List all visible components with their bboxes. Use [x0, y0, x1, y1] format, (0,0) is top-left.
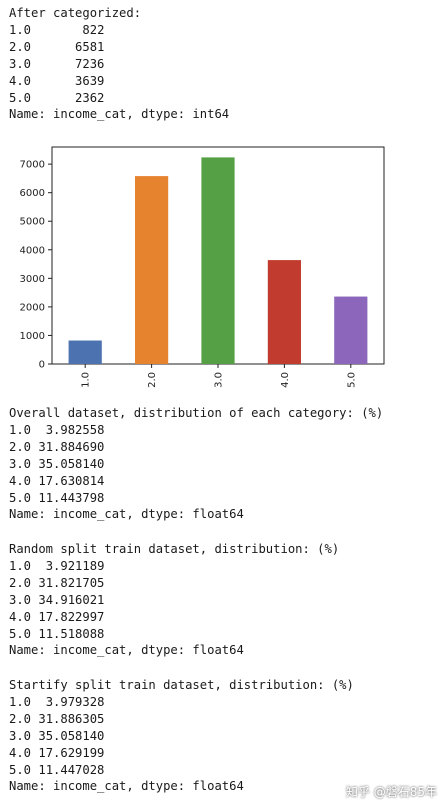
bar-1.0 [68, 340, 102, 364]
y-tick-label: 0 [39, 360, 45, 371]
y-tick-label: 5000 [20, 217, 45, 228]
income-category-bar-chart: 0 1000 2000 3000 4000 5000 6000 7000 1.0 2.0 3.0 4.… [20, 146, 385, 388]
series-row: 2.0 31.886305 [9, 711, 354, 728]
overall-distribution-output: Overall dataset, distribution of each ca… [9, 405, 383, 523]
row-category: 4.0 [9, 473, 32, 488]
row-value: 3.921189 [45, 558, 105, 573]
row-category: 1.0 [9, 694, 32, 709]
row-category: 5.0 [9, 762, 32, 777]
row-value: 3.982558 [45, 422, 105, 437]
row-value: 34.916021 [38, 592, 105, 607]
y-tick-label: 4000 [20, 245, 45, 256]
row-value: 11.443798 [38, 490, 105, 505]
row-category: 3.0 [9, 56, 32, 71]
output-header: Startify split train dataset, distributi… [9, 678, 354, 692]
output-header: After categorized: [9, 6, 142, 20]
x-tick-label: 1.0 [81, 372, 92, 388]
row-value: 17.630814 [38, 473, 105, 488]
row-category: 2.0 [9, 439, 32, 454]
watermark: 知乎 @磐石85年 [345, 785, 437, 799]
series-row: 4.0 17.630814 [9, 473, 383, 490]
x-tick-label: 5.0 [346, 372, 357, 388]
row-category: 1.0 [9, 558, 32, 573]
output-footer: Name: income_cat, dtype: float64 [9, 643, 244, 658]
bar-2.0 [135, 176, 169, 364]
output-footer: Name: income_cat, dtype: int64 [9, 107, 230, 122]
row-value: 17.822997 [38, 609, 105, 624]
output-header: Random split train dataset, distribution… [9, 542, 340, 556]
row-category: 5.0 [9, 90, 32, 105]
series-row: 5.0 2362 [9, 90, 229, 107]
bar-4.0 [267, 260, 301, 364]
row-category: 1.0 [9, 22, 32, 37]
series-row: 2.0 31.821705 [9, 575, 339, 592]
row-category: 5.0 [9, 626, 32, 641]
y-tick-label: 6000 [20, 188, 45, 199]
row-category: 2.0 [9, 39, 32, 54]
bar-5.0 [334, 296, 368, 364]
row-category: 5.0 [9, 490, 32, 505]
series-row: 5.0 11.443798 [9, 490, 383, 507]
row-value: 3639 [75, 73, 105, 88]
row-value: 6581 [75, 39, 105, 54]
series-row: 5.0 11.447028 [9, 762, 354, 779]
x-tick-label: 2.0 [147, 372, 158, 388]
series-row: 1.0 3.921189 [9, 558, 339, 575]
x-tick-label: 4.0 [280, 372, 291, 388]
series-row: 4.0 3639 [9, 73, 229, 90]
row-category: 2.0 [9, 575, 32, 590]
series-row: 5.0 11.518088 [9, 626, 339, 643]
row-value: 11.518088 [38, 626, 105, 641]
series-row: 3.0 34.916021 [9, 592, 339, 609]
row-category: 4.0 [9, 609, 32, 624]
row-category: 1.0 [9, 422, 32, 437]
y-tick-label: 1000 [20, 331, 45, 342]
y-tick-label: 3000 [20, 274, 45, 285]
bar-3.0 [201, 157, 235, 364]
row-category: 3.0 [9, 456, 32, 471]
output-header: Overall dataset, distribution of each ca… [9, 406, 384, 420]
row-category: 3.0 [9, 728, 32, 743]
series-row: 3.0 7236 [9, 56, 229, 73]
series-row: 2.0 31.884690 [9, 439, 383, 456]
series-row: 1.0 3.982558 [9, 422, 383, 439]
series-row: 2.0 6581 [9, 39, 229, 56]
row-category: 2.0 [9, 711, 32, 726]
row-value: 7236 [75, 56, 105, 71]
series-row: 1.0 822 [9, 22, 229, 39]
row-value: 35.058140 [38, 728, 105, 743]
row-category: 4.0 [9, 745, 32, 760]
random-split-distribution-output: Random split train dataset, distribution… [9, 541, 339, 659]
y-tick-label: 7000 [20, 160, 45, 171]
output-footer: Name: income_cat, dtype: float64 [9, 779, 244, 794]
row-value: 31.886305 [38, 711, 105, 726]
series-row: 3.0 35.058140 [9, 456, 383, 473]
row-value: 2362 [75, 90, 105, 105]
series-row: 1.0 3.979328 [9, 694, 354, 711]
output-footer: Name: income_cat, dtype: float64 [9, 507, 244, 522]
row-category: 4.0 [9, 73, 32, 88]
row-value: 31.884690 [38, 439, 105, 454]
row-category: 3.0 [9, 592, 32, 607]
row-value: 3.979328 [45, 694, 105, 709]
row-value: 11.447028 [38, 762, 105, 777]
y-tick-label: 2000 [20, 302, 45, 313]
row-value: 17.629199 [38, 745, 105, 760]
row-value: 35.058140 [38, 456, 105, 471]
series-row: 4.0 17.822997 [9, 609, 339, 626]
x-tick-label: 3.0 [214, 372, 225, 388]
series-row: 3.0 35.058140 [9, 728, 354, 745]
row-value: 31.821705 [38, 575, 105, 590]
series-row: 4.0 17.629199 [9, 745, 354, 762]
row-value: 822 [82, 22, 105, 37]
stratified-split-distribution-output: Startify split train dataset, distributi… [9, 677, 354, 795]
categorized-counts-output: After categorized: 1.0 822 2.0 6581 3.0 723… [9, 5, 229, 123]
